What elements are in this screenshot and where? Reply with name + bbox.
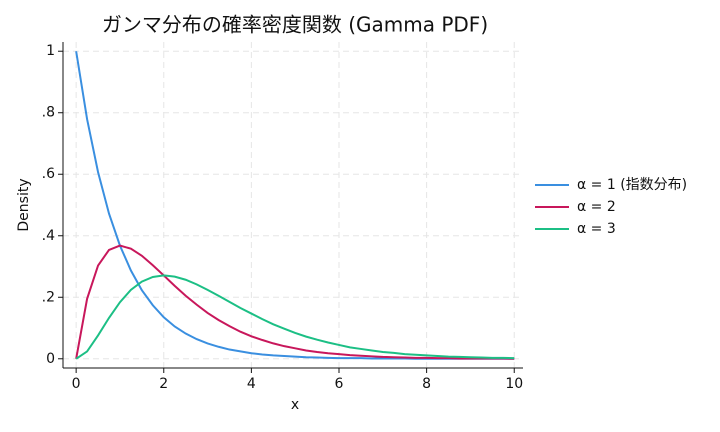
x-tick-label: 6 [335,376,344,392]
x-tick-label: 2 [159,376,168,392]
y-tick-label: .2 [42,289,55,305]
y-tick-label: 0 [46,351,55,367]
chart-title: ガンマ分布の確率密度関数 (Gamma PDF) [102,13,488,37]
y-axis-label: Density [16,178,32,231]
y-tick-label: 1 [46,43,55,59]
x-tick-label: 4 [247,376,256,392]
series-line [75,51,515,360]
y-tick-label: .8 [42,105,55,121]
legend-label: α = 3 [577,221,616,237]
x-axis-label: x [291,397,299,413]
series-line [75,274,515,360]
legend-label: α = 1 (指数分布) [577,177,687,193]
y-tick-label: .6 [42,166,55,182]
series-line [75,244,515,360]
x-tick-label: 8 [422,376,431,392]
x-tick-label: 10 [505,376,523,392]
x-tick-label: 0 [72,376,81,392]
legend-label: α = 2 [577,199,616,215]
y-tick-label: .4 [42,228,55,244]
